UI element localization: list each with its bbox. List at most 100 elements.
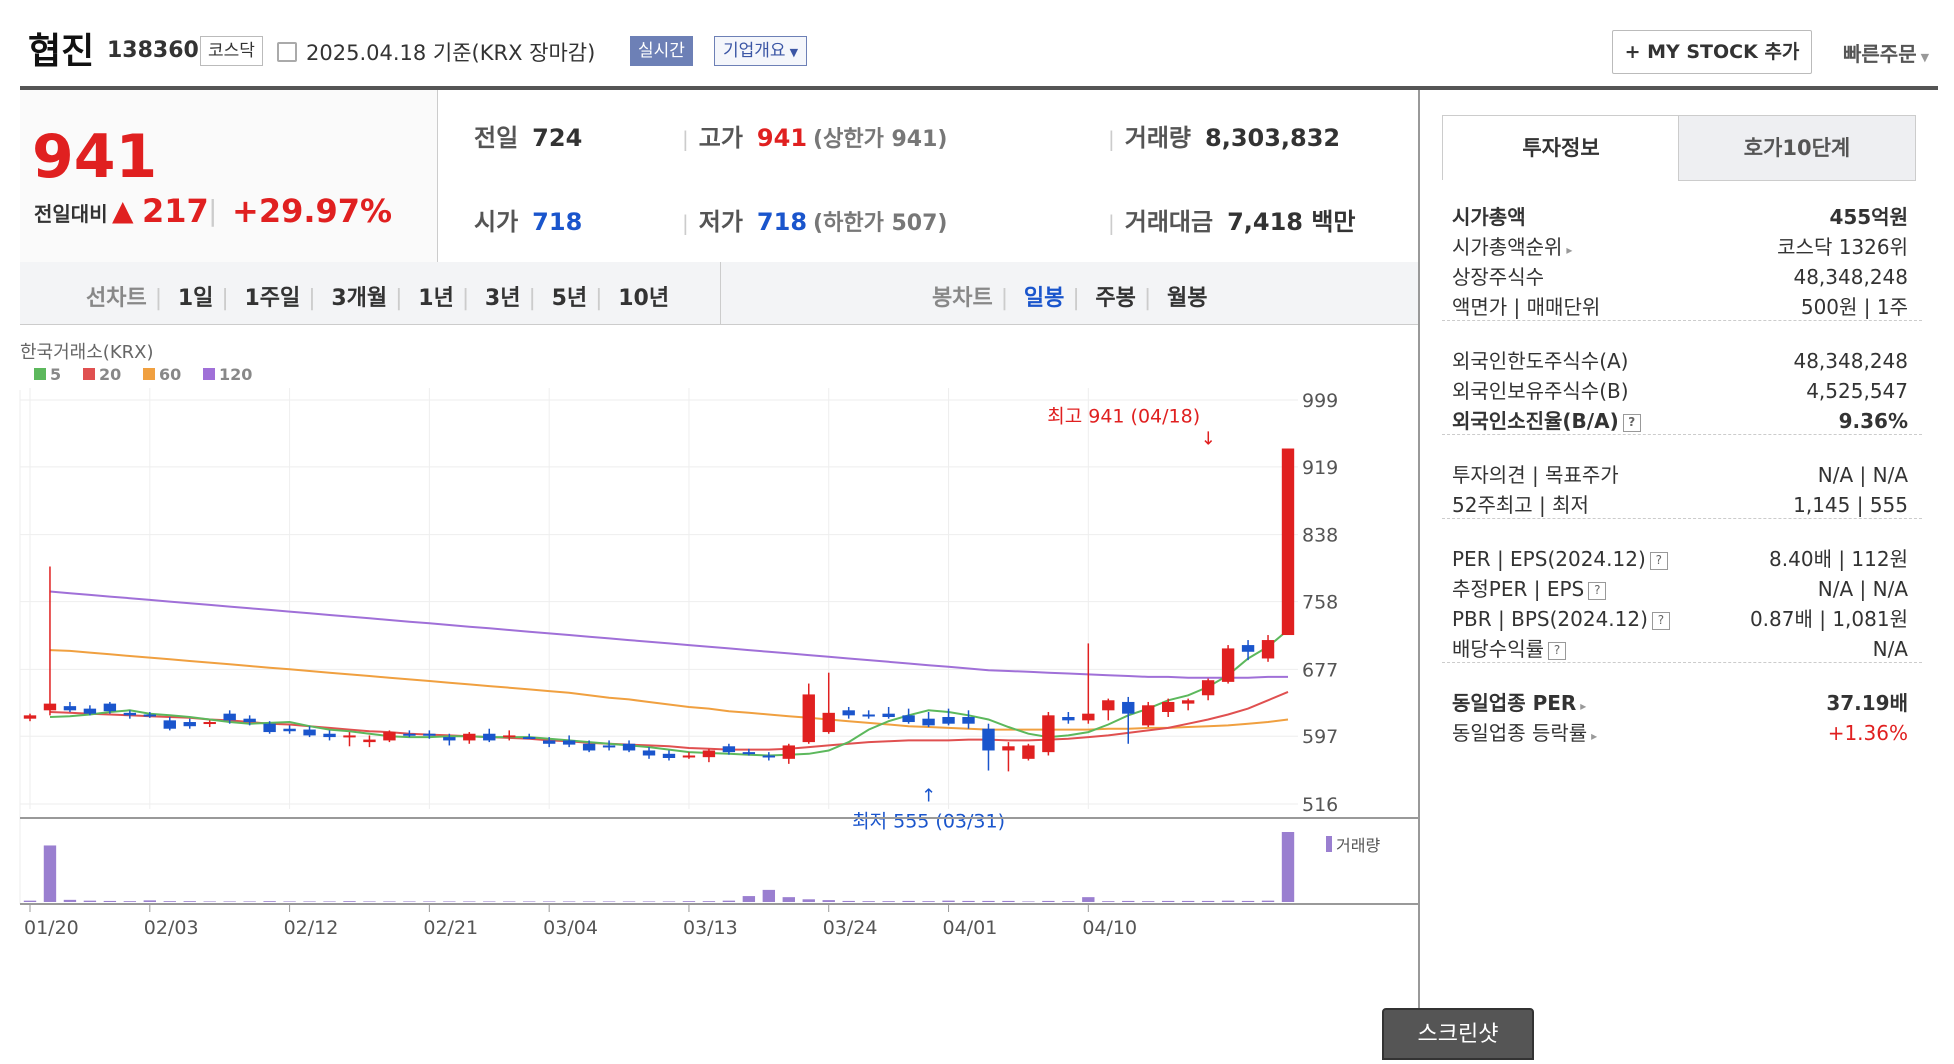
period-1y[interactable]: 1년 (418, 286, 454, 311)
info-key[interactable]: PER | EPS(2024.12)? (1452, 544, 1668, 574)
volume-bar (23, 900, 37, 902)
period-3y[interactable]: 3년 (484, 286, 521, 311)
stat-high: | 고가 941 (상한가 941) (682, 118, 947, 153)
ma-line-ma120 (49, 590, 1288, 679)
candle-body (1221, 648, 1235, 682)
candle-body (463, 733, 476, 741)
volume-bar (722, 900, 736, 902)
volume-bar (123, 901, 137, 902)
volume-bar (1221, 900, 1235, 902)
candle-body (882, 713, 895, 718)
info-key[interactable]: PBR | BPS(2024.12)? (1452, 604, 1670, 634)
candle-body (742, 752, 756, 755)
info-row: 추정PER | EPS? N/A | N/A (1452, 574, 1908, 604)
candle-body (223, 713, 236, 721)
volume-bar (263, 901, 276, 902)
candle-body (263, 723, 276, 733)
period-1d[interactable]: 1일 (177, 286, 214, 311)
candle-chart-label: 봉차트 (932, 286, 993, 311)
period-5y[interactable]: 5년 (551, 286, 588, 311)
divider: | (1108, 211, 1115, 235)
candle-body (702, 750, 716, 758)
info-key[interactable]: 동일업종 등락률 ▸ (1452, 721, 1598, 745)
candle-body (982, 728, 995, 751)
company-overview-button[interactable]: 기업개요 ▼ (714, 36, 808, 66)
help-icon[interactable]: ? (1649, 551, 1668, 570)
x-tick-label: 04/10 (1082, 917, 1137, 939)
volume-bar (103, 900, 117, 902)
candle-body (1142, 705, 1155, 726)
info-key: 외국인보유주식수(B) (1452, 379, 1629, 403)
volume-bar (882, 901, 895, 902)
up-arrow-icon: ▲ (112, 194, 134, 227)
volume-bar (1022, 901, 1035, 902)
info-value: 48,348,248 (1793, 349, 1908, 373)
volume-bar (582, 901, 596, 902)
info-key[interactable]: 추정PER | EPS? (1452, 574, 1607, 604)
legend-label: 5 (50, 365, 61, 384)
help-icon[interactable]: ? (1548, 641, 1566, 660)
volume-bar (622, 901, 636, 902)
info-key[interactable]: 시가총액순위 ▸ (1452, 235, 1573, 259)
add-mystock-button[interactable]: + MY STOCK 추가 (1612, 30, 1812, 74)
info-row: 외국인보유주식수(B) 4,525,547 (1452, 376, 1908, 406)
x-tick-label: 04/01 (943, 917, 998, 939)
candle-body (1201, 680, 1215, 696)
volume-bar (1082, 897, 1095, 902)
change-value: 217 (142, 192, 209, 230)
volume-bar (383, 901, 396, 902)
tab-order-book[interactable]: 호가10단계 (1678, 115, 1916, 181)
stat-sub: (상한가 941) (813, 127, 948, 152)
candle-body (622, 743, 636, 751)
info-key: 액면가 | 매매단위 (1452, 295, 1601, 319)
high-annotation: 최고 941 (04/18) (1047, 406, 1200, 428)
info-key[interactable]: 동일업종 PER ▸ (1452, 691, 1587, 715)
help-icon[interactable]: ? (1588, 581, 1607, 600)
chevron-right-icon: ▸ (1580, 699, 1587, 713)
info-row: 52주최고 | 최저 1,145 | 555 (1452, 490, 1908, 520)
candle-body (383, 732, 396, 741)
volume-legend-swatch (1326, 836, 1332, 852)
realtime-button[interactable]: 실시간 (630, 36, 693, 66)
help-icon[interactable]: ? (1622, 413, 1641, 432)
stat-value: 718 (756, 208, 808, 236)
x-tick-label: 03/24 (823, 917, 878, 939)
chart-svg: 한국거래소(KRX) 5 20 60 120 999 919 838 758 677 597 516 최… (19, 342, 1418, 939)
period-weekly[interactable]: 주봉 (1095, 286, 1136, 311)
info-key[interactable]: 외국인소진율(B/A)? (1452, 406, 1641, 436)
volume-bar (1122, 900, 1135, 902)
period-10y[interactable]: 10년 (618, 286, 670, 311)
info-value: +1.36% (1827, 721, 1908, 745)
period-3m[interactable]: 3개월 (331, 286, 388, 311)
legend-label: 120 (219, 365, 252, 384)
info-key[interactable]: 배당수익률? (1452, 634, 1566, 664)
quick-order-button[interactable]: 빠른주문 ▼ (1843, 38, 1929, 67)
x-tick-label: 01/20 (24, 917, 79, 939)
info-key: 외국인한도주식수(A) (1452, 349, 1629, 373)
stock-chart[interactable]: 한국거래소(KRX) 5 20 60 120 999 919 838 758 677 597 516 최… (0, 324, 1418, 1060)
quick-order-label: 빠른주문 (1843, 42, 1917, 66)
divider: | (682, 211, 689, 235)
candle-body (582, 743, 596, 751)
tab-investment-info[interactable]: 투자정보 (1442, 115, 1680, 180)
volume-bar (303, 901, 316, 902)
volume-bar (1261, 900, 1275, 902)
divider (1442, 434, 1922, 435)
help-icon[interactable]: ? (1651, 611, 1670, 630)
volume-bar (163, 901, 176, 902)
volume-bar (702, 901, 716, 902)
candle-body (1162, 701, 1175, 712)
calendar-icon (277, 42, 297, 62)
x-tick-label: 02/12 (284, 917, 339, 939)
volume-bar (742, 896, 756, 902)
down-arrow-icon: ↓ (1201, 429, 1216, 450)
candle-body (483, 733, 496, 741)
stat-value: 8,303,832 (1205, 124, 1341, 152)
volume-bar (782, 897, 795, 902)
volume-bar (562, 901, 576, 902)
info-row: 시가총액 455억원 (1452, 202, 1908, 232)
period-daily[interactable]: 일봉 (1023, 286, 1065, 311)
period-monthly[interactable]: 월봉 (1166, 286, 1208, 311)
screenshot-button[interactable]: 스크린샷 (1382, 1008, 1534, 1060)
period-1w[interactable]: 1주일 (244, 286, 301, 311)
